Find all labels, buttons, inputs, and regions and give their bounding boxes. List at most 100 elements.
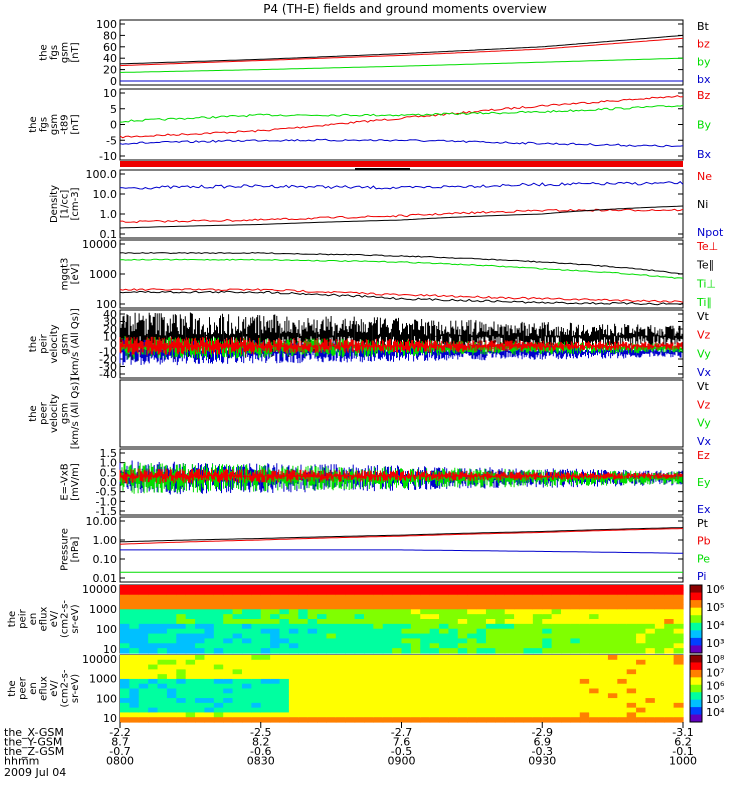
spec-cell <box>279 683 290 690</box>
spec-cell <box>260 717 271 723</box>
ylabel-line: [km/s (All Qs)] <box>70 378 81 450</box>
spec-cell <box>279 604 290 610</box>
spec-cell <box>429 628 440 635</box>
spec-cell <box>232 702 243 709</box>
spec-cell <box>673 659 684 666</box>
spec-cell <box>129 643 140 649</box>
spec-cell <box>251 623 262 630</box>
spec-cell <box>288 717 299 723</box>
spec-cell <box>185 614 196 620</box>
spec-cell <box>251 683 262 690</box>
spec-cell <box>157 628 168 635</box>
spec-cell <box>485 712 496 718</box>
spec-cell <box>476 585 487 591</box>
ytick-label: 0 <box>110 119 117 132</box>
spec-cell <box>382 594 393 601</box>
spec-cell <box>223 674 234 680</box>
spec-cell <box>176 623 187 630</box>
spec-cell <box>607 717 618 723</box>
ytick-label: 0.10 <box>93 553 118 566</box>
spec-cell <box>363 614 374 620</box>
spec-cell <box>157 594 168 601</box>
spec-cell <box>148 655 159 661</box>
spec-cell <box>504 633 515 640</box>
spec-cell <box>382 609 393 615</box>
spec-cell <box>420 643 431 649</box>
spec-cell <box>457 585 468 591</box>
spec-cell <box>561 633 571 640</box>
spec-cell <box>335 688 346 694</box>
spec-cell <box>270 664 281 670</box>
spec-cell <box>317 693 328 699</box>
spec-cell <box>392 614 403 620</box>
spec-cell <box>617 599 628 606</box>
colorbar-segment <box>690 607 702 616</box>
spec-cell <box>138 702 149 709</box>
spec-cell <box>298 628 309 635</box>
spec-cell <box>448 648 459 654</box>
spec-cell <box>279 688 290 694</box>
ylabel-line: sr-eV) <box>70 674 81 703</box>
spec-cell <box>654 693 665 699</box>
spec-cell <box>345 609 356 615</box>
spec-cell <box>279 693 290 699</box>
spec-cell <box>485 678 496 685</box>
spec-cell <box>532 648 543 654</box>
colorbar-label: 10⁸ <box>706 653 725 666</box>
spec-cell <box>401 688 412 694</box>
spec-cell <box>532 623 543 630</box>
spec-cell <box>148 693 159 699</box>
spec-cell <box>626 643 637 649</box>
spec-cell <box>551 604 562 610</box>
spec-cell <box>335 702 346 709</box>
spec-cell <box>166 702 177 709</box>
spec-cell <box>232 683 243 690</box>
spec-cell <box>213 594 224 601</box>
spec-cell <box>232 712 243 718</box>
spec-cell <box>410 702 421 709</box>
spec-cell <box>195 604 206 610</box>
spec-cell <box>157 609 168 615</box>
spec-cell <box>542 669 553 675</box>
spec-cell <box>673 614 684 620</box>
spec-cell <box>532 712 543 718</box>
spec-cell <box>589 589 600 596</box>
series-line-fgs-gsm-Bt <box>119 34 684 65</box>
spec-cell <box>157 589 168 596</box>
spec-cell <box>120 698 130 704</box>
spec-cell <box>392 594 403 601</box>
spec-cell <box>185 643 196 649</box>
spec-cell <box>157 633 168 640</box>
spec-cell <box>288 643 299 649</box>
ylabel-line: the <box>7 611 18 627</box>
spec-cell <box>195 648 206 654</box>
spec-cell <box>354 638 365 644</box>
spec-cell <box>514 683 525 690</box>
spec-cell <box>579 712 590 718</box>
spec-cell <box>598 648 609 654</box>
spec-cell <box>448 589 459 596</box>
spec-cell <box>429 664 440 670</box>
spec-cell <box>335 628 346 635</box>
spec-cell <box>138 594 149 601</box>
spec-cell <box>598 678 609 685</box>
spec-cell <box>598 659 609 666</box>
spec-cell <box>279 628 290 635</box>
legend-label: Ti⊥ <box>696 277 716 290</box>
spec-cell <box>448 623 459 630</box>
spec-cell <box>617 643 628 649</box>
spec-cell <box>504 664 515 670</box>
spec-cell <box>223 594 234 601</box>
spec-cell <box>570 604 581 610</box>
spec-cell <box>204 717 215 723</box>
spec-cell <box>589 659 600 666</box>
spec-cell <box>363 702 374 709</box>
spec-cell <box>270 638 281 644</box>
spec-cell <box>429 674 440 680</box>
spec-cell <box>467 623 478 630</box>
spec-cell <box>129 638 140 644</box>
spec-cell <box>298 648 309 654</box>
spec-cell <box>673 655 684 661</box>
xaxis-value: -0.7 <box>109 745 130 758</box>
